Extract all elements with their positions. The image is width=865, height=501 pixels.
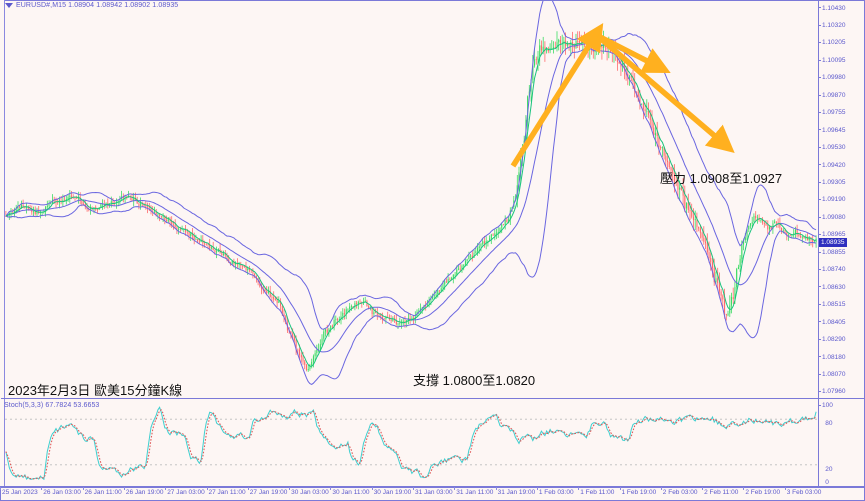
time-tick-label: 30 Jan 19:00 xyxy=(373,489,412,496)
triangle-down-icon[interactable] xyxy=(5,3,13,8)
pane-divider-bottom xyxy=(1,487,864,488)
price-tick: 1.08515 xyxy=(818,301,846,308)
moving-average-fast xyxy=(5,41,817,367)
time-tick-label: 27 Jan 11:00 xyxy=(208,489,246,496)
time-tick-mark xyxy=(82,487,84,490)
stochastic-label: Stoch(5,3,3) 67.7824 53.6653 xyxy=(4,402,100,409)
time-tick-mark xyxy=(0,487,1,490)
price-tick: 1.08965 xyxy=(818,231,846,238)
time-tick-label: 1 Feb 19:00 xyxy=(621,489,657,496)
time-tick-label: 1 Feb 03:00 xyxy=(538,489,574,496)
price-tick: 1.09305 xyxy=(818,179,846,186)
price-tick: 1.09755 xyxy=(818,109,846,116)
time-scale[interactable]: 25 Jan 2023 26 Jan 03:00 26 Jan 11:00 26 Ja… xyxy=(0,486,865,501)
price-tick: 1.10095 xyxy=(818,57,846,64)
price-tick: 1.09870 xyxy=(818,92,846,99)
time-tick-label: 30 Jan 11:00 xyxy=(332,489,370,496)
time-tick-mark xyxy=(330,487,332,490)
price-tick: 1.10205 xyxy=(818,39,846,46)
time-tick-mark xyxy=(784,487,786,490)
time-tick-mark xyxy=(536,487,538,490)
time-tick-mark xyxy=(371,487,373,490)
price-tick: 1.08290 xyxy=(818,336,846,343)
candlestick-series xyxy=(5,30,817,372)
current-price-label: 1.08935 xyxy=(819,237,847,247)
time-tick-label: 2 Feb 19:00 xyxy=(745,489,781,496)
time-tick-label: 31 Jan 11:00 xyxy=(456,489,494,496)
bollinger-upper-band xyxy=(5,1,817,330)
stochastic-tick: 100 xyxy=(818,402,833,409)
time-tick-label: 2 Feb 03:00 xyxy=(662,489,698,496)
stochastic-tick: 0 xyxy=(818,479,829,486)
time-tick-mark xyxy=(413,487,414,490)
time-tick-label: 1 Feb 11:00 xyxy=(580,489,615,496)
bollinger-middle-band xyxy=(5,43,817,353)
resistance-annotation: 壓力 1.0908至1.0927 xyxy=(660,171,783,186)
time-tick-mark xyxy=(702,487,704,490)
time-tick-label: 25 Jan 2023 xyxy=(2,489,38,496)
price-tick: 1.08070 xyxy=(818,371,846,378)
time-tick-mark xyxy=(123,487,125,490)
stochastic-tick: 80 xyxy=(818,420,833,427)
time-tick-label: 31 Jan 03:00 xyxy=(415,489,453,496)
time-tick-label: 27 Jan 19:00 xyxy=(249,489,288,496)
price-tick: 1.08180 xyxy=(818,354,846,361)
stochastic-d-line xyxy=(5,409,817,480)
symbol-info-bar[interactable]: EURUSD#,M15 1.08904 1.08942 1.08902 1.08… xyxy=(5,2,178,9)
price-chart-canvas xyxy=(5,1,817,385)
time-tick-mark xyxy=(247,487,249,490)
time-tick-mark xyxy=(454,487,456,490)
stochastic-pane[interactable] xyxy=(5,400,817,487)
left-rail xyxy=(0,0,5,487)
time-tick-mark xyxy=(743,487,745,490)
time-tick-label: 3 Feb 03:00 xyxy=(786,489,822,496)
time-tick-mark xyxy=(495,487,497,490)
price-tick: 1.10430 xyxy=(818,5,846,12)
stochastic-tick: 20 xyxy=(818,466,833,473)
symbol-label: EURUSD#,M15 1.08904 1.08942 1.08902 1.08… xyxy=(16,2,179,9)
bollinger-lower-band xyxy=(5,48,817,385)
time-tick-mark xyxy=(289,487,291,490)
price-tick: 1.07960 xyxy=(818,388,846,395)
time-tick-label: 31 Jan 19:00 xyxy=(497,489,536,496)
support-annotation: 支撐 1.0800至1.0820 xyxy=(413,373,536,388)
price-tick: 1.09420 xyxy=(818,162,846,169)
chart-caption: 2023年2月3日 歐美15分鐘K線 xyxy=(8,383,183,398)
price-tick: 1.09645 xyxy=(818,127,846,134)
price-tick: 1.08855 xyxy=(818,249,846,256)
time-tick-label: 26 Jan 19:00 xyxy=(125,489,164,496)
time-tick-label: 30 Jan 03:00 xyxy=(291,489,329,496)
price-chart-pane[interactable] xyxy=(5,1,817,397)
price-tick: 1.09190 xyxy=(818,196,846,203)
time-tick-label: 2 Feb 11:00 xyxy=(704,489,739,496)
stochastic-canvas xyxy=(5,406,817,481)
time-tick-mark xyxy=(619,487,621,490)
price-tick: 1.09980 xyxy=(818,74,846,81)
time-tick-mark xyxy=(165,487,167,490)
time-tick-mark xyxy=(206,487,208,490)
price-tick: 1.10320 xyxy=(818,22,846,29)
price-tick: 1.09080 xyxy=(818,214,846,221)
time-tick-label: 27 Jan 03:00 xyxy=(167,489,205,496)
time-tick-label: 26 Jan 11:00 xyxy=(84,489,122,496)
price-tick: 1.08630 xyxy=(818,284,846,291)
time-tick-mark xyxy=(578,487,580,490)
price-tick: 1.08740 xyxy=(818,266,846,273)
time-tick-mark xyxy=(41,487,43,490)
price-tick: 1.09530 xyxy=(818,144,846,151)
price-scale-axis xyxy=(818,0,819,487)
price-tick: 1.08405 xyxy=(818,319,846,326)
stochastic-k-line xyxy=(5,406,817,481)
time-tick-label: 26 Jan 03:00 xyxy=(43,489,81,496)
pane-divider xyxy=(1,398,864,399)
price-scale[interactable]: 1.10430 1.10320 1.10205 1.10095 1.09980 1.098… xyxy=(818,0,865,487)
time-tick-mark xyxy=(660,487,662,490)
